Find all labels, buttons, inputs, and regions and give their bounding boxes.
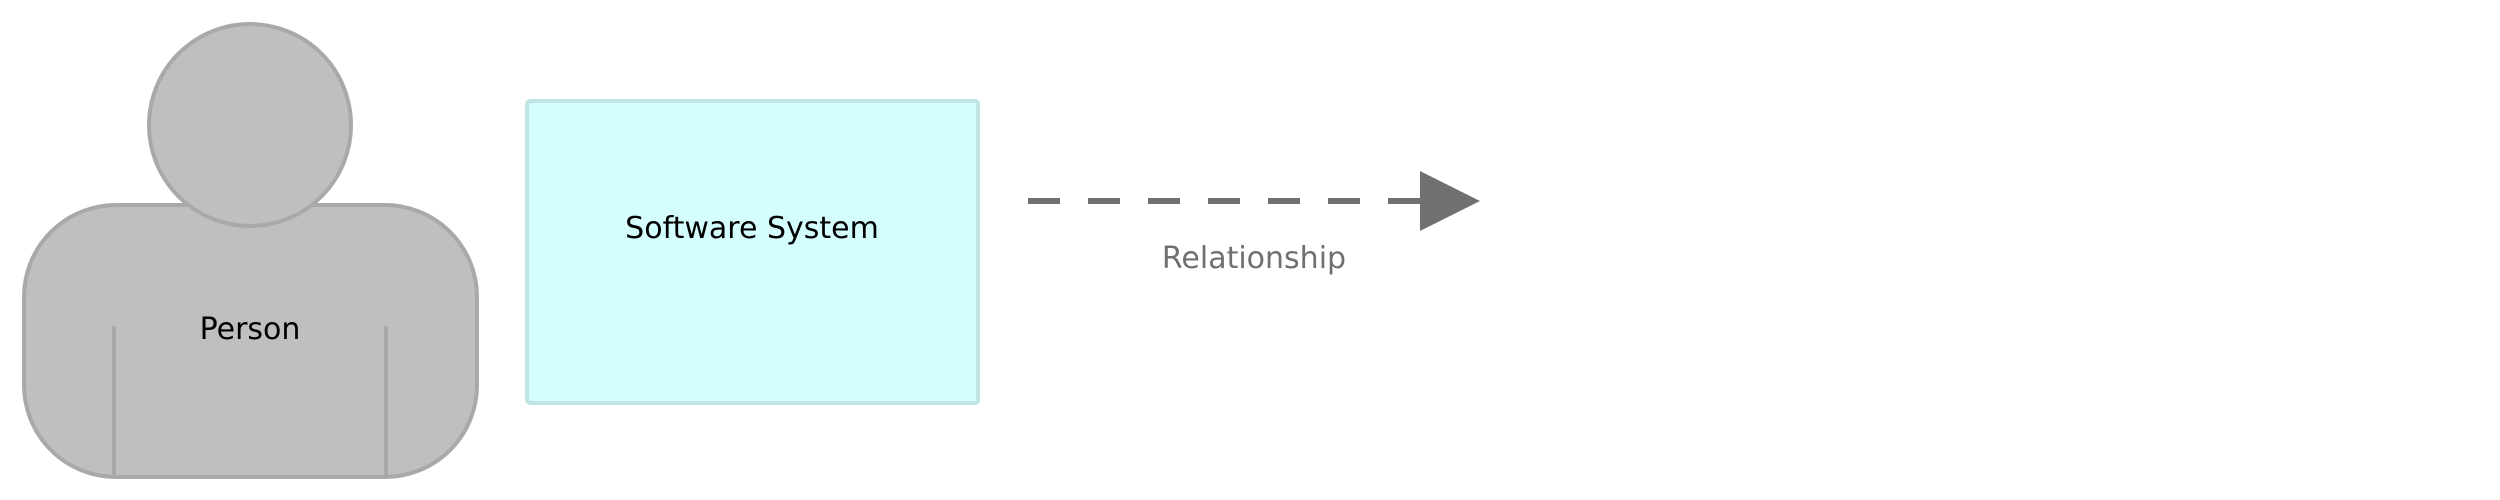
software-system-label: Software System — [625, 211, 879, 246]
relationship-label: Relationship — [1162, 241, 1346, 276]
relationship-arrowhead-icon — [1420, 171, 1480, 231]
software-system-box — [525, 99, 980, 405]
person-element[interactable]: Person — [22, 22, 479, 479]
person-head — [147, 22, 353, 228]
software-system-element[interactable]: Software System — [525, 99, 980, 405]
relationship-element[interactable]: Relationship — [1028, 171, 1480, 276]
person-label: Person — [200, 312, 301, 347]
